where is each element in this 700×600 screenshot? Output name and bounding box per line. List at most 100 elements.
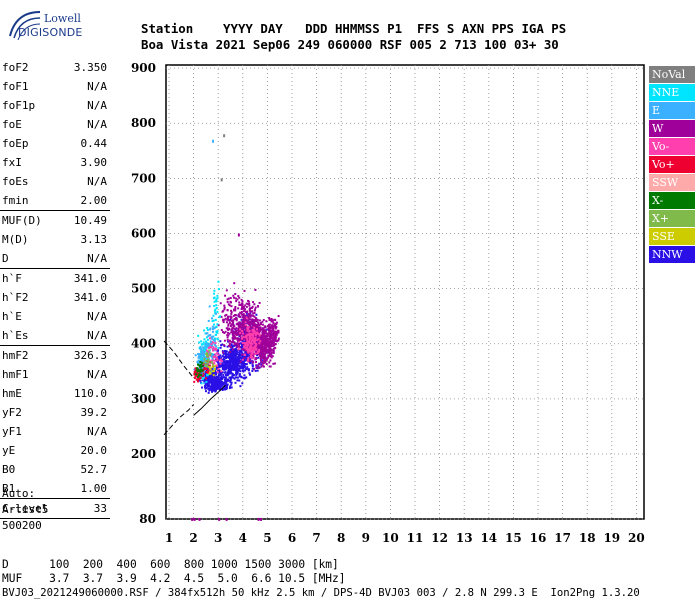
data-point-nnw [214,371,217,374]
data-point-w [242,307,245,310]
data-point [237,233,240,237]
data-point-nne [213,289,216,292]
data-point-nnw [232,361,235,364]
data-point-w [237,295,240,298]
data-point-vo- [214,347,217,350]
data-point-w [262,365,265,368]
data-point-w [224,314,227,317]
data-point-vo- [257,338,260,341]
data-point-vo- [246,327,249,330]
data-point-w [269,337,272,340]
data-point-w [266,334,269,337]
data-point-w [274,327,277,330]
legend-item-x-: X+ [649,210,695,227]
param-name: D [2,252,9,265]
param-name: h`F [2,272,22,285]
data-point-w [248,302,251,305]
data-point-vo- [242,332,245,335]
data-point-vo- [209,361,212,364]
data-point-nnw [220,376,223,379]
data-point-nne [215,298,218,301]
data-point-w [270,343,273,346]
data-point-w [260,355,262,358]
data-point-w [248,314,251,317]
data-point-nnw [240,351,243,354]
data-point-nnw [240,318,243,321]
data-point-nnw [211,390,214,393]
data-point-nnw [205,369,208,372]
data-point-nnw [216,350,219,353]
data-point-nnw [230,343,233,346]
data-point-x- [197,369,200,372]
data-point-w [255,318,258,321]
data-point-nnw [229,381,232,384]
data-point-x- [210,361,213,364]
data-point-nnw [218,379,221,382]
param-name: hmF2 [2,349,29,362]
data-point-w [254,308,257,311]
x-tick-label: 1 [165,531,173,545]
data-point [257,517,260,521]
data-point-nnw [234,381,237,384]
param-name: yF2 [2,406,22,419]
data-point-nnw [214,370,217,373]
data-point-vo- [251,329,254,332]
legend-item-ssw: SSW [649,174,695,191]
data-point-w [223,344,226,347]
data-point-w [259,353,262,356]
data-point-nnw [240,343,243,346]
data-point-nnw [220,356,223,359]
data-point-vo- [205,349,208,352]
data-point-w [256,345,259,348]
data-point-nnw [210,376,213,379]
data-point-e [199,345,202,348]
param-separator [0,210,110,211]
data-point-nnw [219,340,222,343]
data-point-nnw [241,366,244,369]
data-point-w [261,350,264,353]
data-point-vo- [246,348,249,351]
data-point-nnw [208,388,211,391]
data-point-nnw [204,372,207,375]
data-point-w [237,345,240,348]
data-point-w [243,309,246,312]
data-point-nnw [215,375,218,378]
y-tick-label: 80 [139,512,156,526]
data-point-nnw [228,376,231,379]
data-point-vo- [248,332,251,335]
x-tick-label: 11 [407,531,424,545]
data-point-vo- [253,357,256,360]
data-point-nnw [243,364,246,367]
data-point-nnw [224,364,227,367]
param-value: 3.350 [73,61,107,74]
data-point-vo- [258,333,261,336]
data-point-vo- [210,342,213,345]
data-point-w [262,361,265,364]
data-point-w [261,320,264,323]
data-point-w [241,329,244,332]
data-point-nne [205,340,208,343]
data-point-nnw [219,365,222,368]
data-point-nnw [228,370,231,373]
data-point-nnw [214,389,217,392]
data-point-e [210,352,213,355]
data-point-nnw [230,383,233,386]
data-point-x- [196,367,199,370]
legend-item-w: W [649,120,695,137]
data-point-w [269,327,272,330]
data-point-e [211,345,214,348]
data-point-w [240,307,243,310]
x-tick-label: 6 [288,531,296,545]
param-separator [0,498,110,499]
data-point-nne [212,319,215,322]
data-point-w [253,368,256,371]
data-point-nnw [217,376,220,379]
data-point-w [256,325,259,328]
data-point-nnw [220,383,223,386]
data-point-w [274,332,277,335]
data-point-nnw [225,356,228,359]
data-point-e [198,362,201,365]
data-point-w [272,329,275,332]
data-point-nnw [215,371,218,374]
data-point-w [265,346,268,349]
